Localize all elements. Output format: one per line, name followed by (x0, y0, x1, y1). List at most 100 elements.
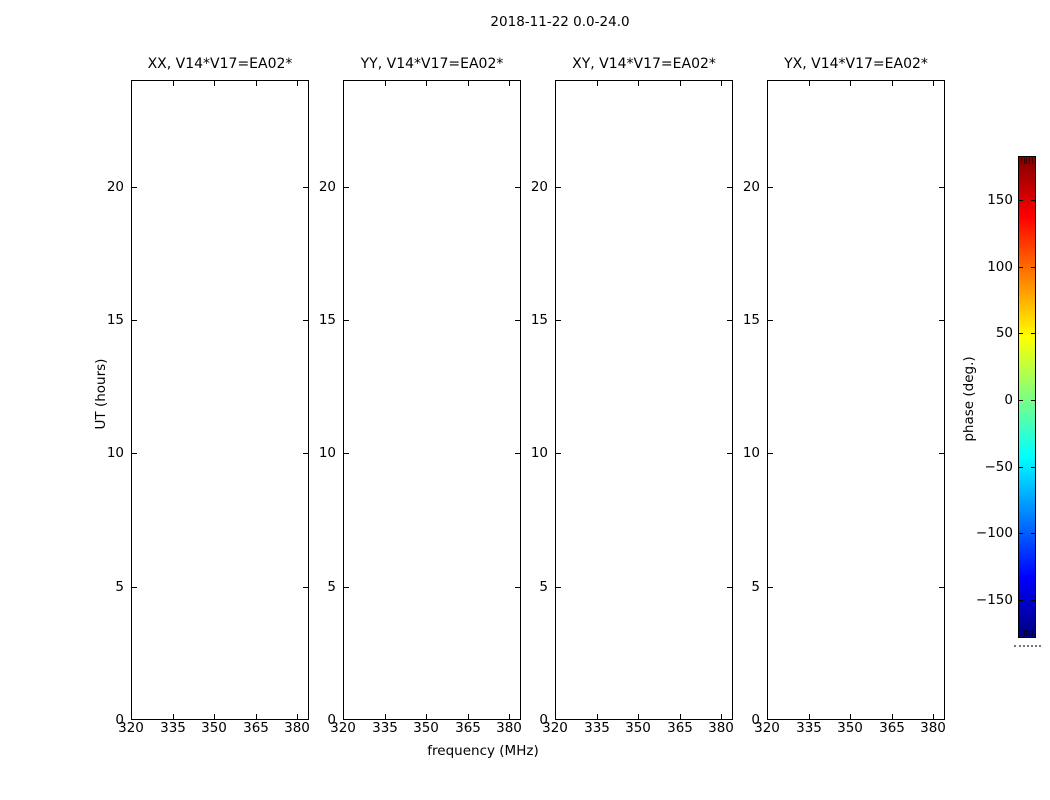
colorbar-top-hatch (1032, 158, 1033, 164)
y-tick-label: 0 (539, 712, 548, 728)
x-tick-bottom (509, 714, 510, 719)
y-tick-right (515, 453, 520, 454)
colorbar-tick-left (1019, 333, 1023, 334)
x-tick-label: 335 (584, 720, 610, 736)
y-tick-right (727, 587, 732, 588)
x-tick-bottom (468, 714, 469, 719)
colorbar-tick-label: 50 (995, 325, 1013, 341)
y-tick-left (556, 320, 561, 321)
colorbar-bottom-hatch (1029, 630, 1030, 636)
y-tick-label: 20 (106, 179, 124, 195)
y-tick-right (939, 453, 944, 454)
x-tick-label: 320 (330, 720, 356, 736)
x-tick-top (933, 81, 934, 86)
x-tick-top (721, 81, 722, 86)
x-tick-top (597, 81, 598, 86)
x-tick-bottom (256, 714, 257, 719)
colorbar-tick-label: −150 (975, 592, 1013, 608)
y-tick-right (303, 453, 308, 454)
x-tick-label: 365 (455, 720, 481, 736)
x-tick-label: 380 (920, 720, 946, 736)
x-axis-label: frequency (MHz) (427, 743, 539, 759)
y-tick-left (556, 187, 561, 188)
y-tick-label: 0 (115, 712, 124, 728)
y-tick-label: 5 (327, 579, 336, 595)
x-tick-top (385, 81, 386, 86)
colorbar-tick-right (1031, 467, 1035, 468)
x-tick-top (214, 81, 215, 86)
colorbar-tick-label: 150 (987, 192, 1013, 208)
y-tick-label: 15 (318, 312, 336, 328)
x-tick-label: 320 (754, 720, 780, 736)
x-tick-bottom (892, 714, 893, 719)
colorbar-tick-label: 100 (987, 259, 1013, 275)
x-tick-label: 335 (160, 720, 186, 736)
x-tick-bottom (297, 714, 298, 719)
y-tick-left (132, 453, 137, 454)
colorbar-tick-right (1031, 200, 1035, 201)
y-axis-label: UT (hours) (93, 358, 109, 430)
y-tick-right (727, 453, 732, 454)
x-tick-top (173, 81, 174, 86)
colorbar-tick-right (1031, 400, 1035, 401)
y-tick-right (727, 320, 732, 321)
x-tick-label: 365 (243, 720, 269, 736)
x-tick-label: 350 (837, 720, 863, 736)
x-tick-bottom (809, 714, 810, 719)
y-tick-left (344, 187, 349, 188)
subplot-title: YX, V14*V17=EA02* (784, 56, 928, 72)
x-tick-bottom (426, 714, 427, 719)
colorbar-gradient (1018, 156, 1036, 638)
y-tick-label: 15 (742, 312, 760, 328)
y-tick-left (132, 587, 137, 588)
x-tick-bottom (214, 714, 215, 719)
y-tick-right (939, 320, 944, 321)
colorbar-tick-right (1031, 600, 1035, 601)
subplot-title: XX, V14*V17=EA02* (147, 56, 293, 72)
x-tick-top (426, 81, 427, 86)
colorbar-tick-right (1031, 333, 1035, 334)
y-tick-left (768, 453, 773, 454)
y-tick-right (303, 187, 308, 188)
y-tick-label: 10 (530, 445, 548, 461)
x-tick-top (680, 81, 681, 86)
x-tick-bottom (597, 714, 598, 719)
x-tick-top (256, 81, 257, 86)
x-tick-label: 365 (667, 720, 693, 736)
y-tick-left (556, 453, 561, 454)
y-tick-right (515, 587, 520, 588)
x-tick-bottom (638, 714, 639, 719)
figure-title: 2018-11-22 0.0-24.0 (490, 14, 630, 30)
y-tick-label: 5 (115, 579, 124, 595)
colorbar-tick-left (1019, 400, 1023, 401)
y-tick-label: 15 (530, 312, 548, 328)
x-tick-label: 380 (284, 720, 310, 736)
y-tick-left (344, 320, 349, 321)
subplot-title: YY, V14*V17=EA02* (360, 56, 504, 72)
x-tick-label: 350 (201, 720, 227, 736)
colorbar-tick-left (1019, 533, 1023, 534)
x-tick-bottom (173, 714, 174, 719)
x-tick-label: 350 (413, 720, 439, 736)
y-tick-label: 10 (106, 445, 124, 461)
colorbar-tick-left (1019, 267, 1023, 268)
colorbar-bottom-hatch (1026, 630, 1027, 636)
y-tick-left (344, 453, 349, 454)
subplot-title: XY, V14*V17=EA02* (572, 56, 716, 72)
y-tick-right (939, 587, 944, 588)
x-tick-top (892, 81, 893, 86)
colorbar-tick-label: −100 (975, 525, 1013, 541)
plot-area (343, 80, 521, 720)
x-tick-label: 380 (708, 720, 734, 736)
x-tick-top (509, 81, 510, 86)
colorbar-tick-label: 0 (1004, 392, 1013, 408)
colorbar-bottom-hatch (1032, 630, 1033, 636)
y-tick-label: 5 (751, 579, 760, 595)
y-tick-left (768, 587, 773, 588)
x-tick-label: 335 (372, 720, 398, 736)
colorbar-tick-left (1019, 600, 1023, 601)
y-tick-right (939, 187, 944, 188)
plot-area (131, 80, 309, 720)
x-tick-label: 335 (796, 720, 822, 736)
